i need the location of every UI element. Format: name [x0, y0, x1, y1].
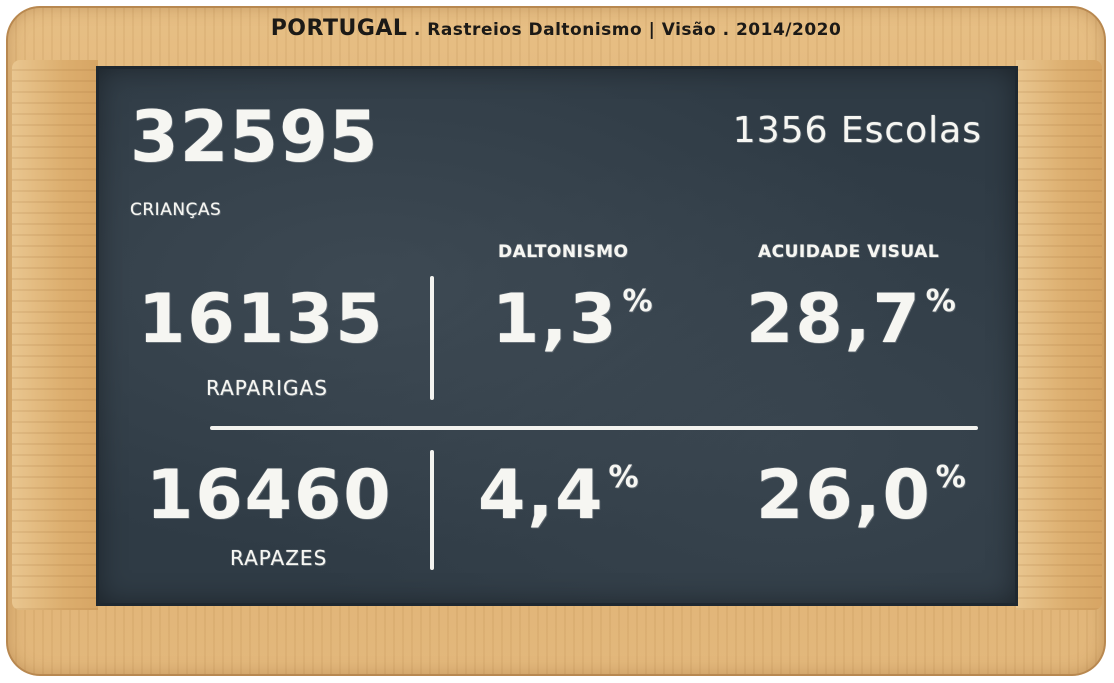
frame-left-rail [12, 60, 98, 610]
children-count: 32595 [130, 96, 379, 178]
boys-colorblindness-value: 4,4 [478, 456, 605, 535]
girls-colorblindness: 1,3% [492, 280, 655, 359]
boys-visual-acuity-unit: % [935, 460, 968, 495]
children-label: CRIANÇAS [130, 200, 222, 220]
row-separator [210, 426, 978, 430]
row-2-divider [430, 450, 434, 570]
title-country: PORTUGAL [270, 16, 408, 41]
boys-colorblindness-unit: % [608, 460, 641, 495]
schools-count: 1356 Escolas [732, 110, 982, 151]
girls-visual-acuity: 28,7% [746, 280, 958, 359]
girls-colorblindness-unit: % [622, 284, 655, 319]
column-header-visual-acuity: ACUIDADE VISUAL [758, 242, 940, 262]
column-header-colorblindness: DALTONISMO [498, 242, 629, 262]
girls-visual-acuity-value: 28,7 [746, 280, 922, 359]
girls-colorblindness-value: 1,3 [492, 280, 619, 359]
title-subtitle: . Rastreios Daltonismo | Visão . 2014/20… [407, 20, 842, 40]
boys-visual-acuity: 26,0% [756, 456, 968, 535]
boys-count: 16460 [146, 456, 393, 535]
girls-count: 16135 [138, 280, 385, 359]
row-1-divider [430, 276, 434, 400]
boys-visual-acuity-value: 26,0 [756, 456, 932, 535]
girls-visual-acuity-unit: % [925, 284, 958, 319]
girls-label: RAPARIGAS [206, 376, 328, 400]
boys-colorblindness: 4,4% [478, 456, 641, 535]
chalkboard: 32595 CRIANÇAS 1356 Escolas DALTONISMO A… [96, 66, 1018, 606]
frame-right-rail [1016, 60, 1102, 610]
page-title: PORTUGAL . Rastreios Daltonismo | Visão … [6, 16, 1106, 41]
boys-label: RAPAZES [230, 546, 328, 570]
